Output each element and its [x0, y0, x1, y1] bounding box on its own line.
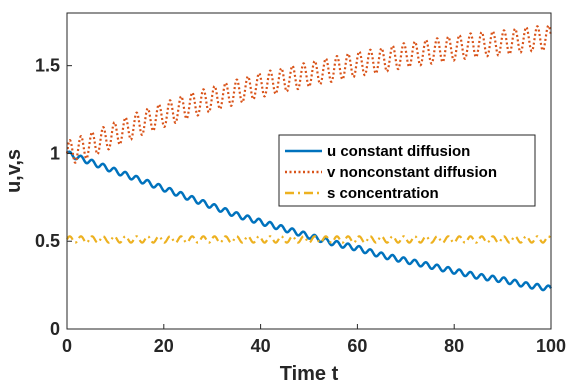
y-tick-label: 0 — [50, 319, 60, 339]
series-line-1 — [66, 150, 553, 292]
x-axis-label: Time t — [280, 363, 339, 384]
y-tick-labels: 0 0.5 1 1.5 — [35, 56, 60, 339]
legend-label-3: s concentration — [327, 185, 439, 202]
legend-label-1: u constant diffusion — [327, 143, 470, 160]
y-tick-label: 0.5 — [35, 231, 60, 251]
legend: u constant diffusion v nonconstant diffus… — [278, 134, 536, 207]
series-line-3 — [66, 235, 552, 244]
x-tick-label: 40 — [251, 336, 271, 356]
legend-label-2: v nonconstant diffusion — [327, 164, 497, 181]
x-tick-labels: 0 20 40 60 80 100 — [62, 336, 566, 356]
x-tick-label: 60 — [347, 336, 367, 356]
x-tick-label: 80 — [444, 336, 464, 356]
series-line-2 — [65, 24, 553, 164]
legend-box — [278, 134, 536, 207]
x-tick-label: 20 — [154, 336, 174, 356]
ticks-layer — [66, 65, 552, 330]
y-tick-label: 1 — [50, 143, 60, 163]
x-tick-label: 100 — [536, 336, 566, 356]
series-layer — [65, 24, 553, 292]
y-tick-label: 1.5 — [35, 56, 60, 76]
y-axis-label: u,v,s — [3, 149, 25, 193]
x-tick-label: 0 — [62, 336, 72, 356]
plot-frame — [66, 12, 552, 330]
